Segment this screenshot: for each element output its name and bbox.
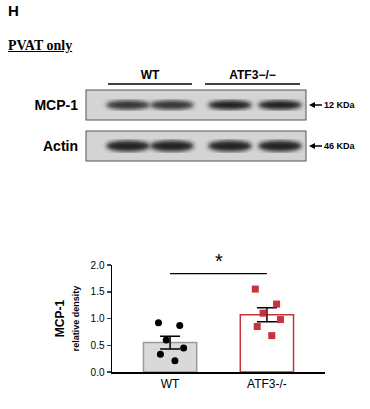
svg-text:0.0: 0.0	[91, 367, 105, 378]
svg-text:0.5: 0.5	[91, 340, 105, 351]
svg-text:ATF3−/−: ATF3−/−	[229, 68, 275, 82]
html-text:PVAT only: PVAT only	[8, 38, 73, 53]
svg-text:ATF3-/-: ATF3-/-	[247, 377, 287, 391]
svg-text:2.0: 2.0	[91, 260, 105, 271]
svg-text:1.0: 1.0	[91, 313, 105, 324]
svg-text:46 KDa: 46 KDa	[324, 141, 356, 151]
svg-text:MCP-1relative density: MCP-1relative density	[53, 286, 82, 352]
svg-text:WT: WT	[141, 68, 160, 82]
svg-text:1.5: 1.5	[91, 286, 105, 297]
svg-text:*: *	[215, 250, 223, 272]
svg-text:Actin: Actin	[43, 138, 78, 154]
svg-text:12 KDa: 12 KDa	[324, 100, 356, 110]
svg-text:WT: WT	[161, 377, 180, 391]
html-text:H: H	[8, 2, 19, 19]
svg-text:MCP-1: MCP-1	[34, 97, 78, 113]
